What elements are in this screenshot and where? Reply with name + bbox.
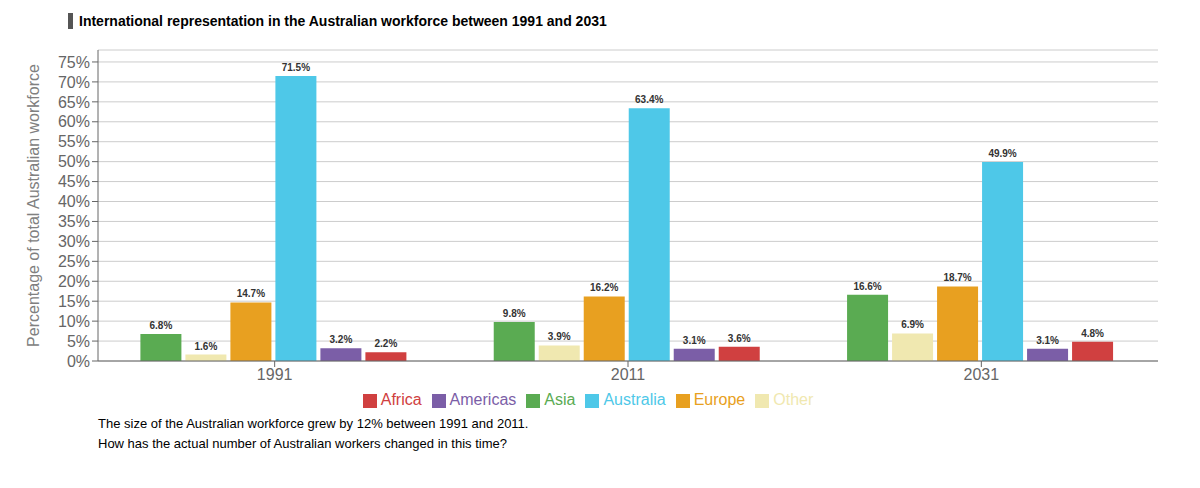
svg-text:16.6%: 16.6% <box>853 281 881 292</box>
svg-text:2031: 2031 <box>964 366 1000 383</box>
svg-text:6.8%: 6.8% <box>150 320 173 331</box>
svg-text:3.1%: 3.1% <box>1036 335 1059 346</box>
svg-text:1991: 1991 <box>257 366 293 383</box>
html-text:Other: Other <box>773 391 814 408</box>
svg-text:16.2%: 16.2% <box>590 282 618 293</box>
svg-text:9.8%: 9.8% <box>503 308 526 319</box>
svg-text:Percentage of total Australian: Percentage of total Australian workforce <box>25 64 42 347</box>
svg-text:40%: 40% <box>58 193 90 210</box>
svg-text:3.2%: 3.2% <box>330 334 353 345</box>
html-text:Australia: Australia <box>603 391 666 408</box>
svg-text:75%: 75% <box>58 54 90 71</box>
html-text:The size of the Australian wor: The size of the Australian workforce gre… <box>98 416 529 431</box>
html-text:Americas: Americas <box>449 391 517 408</box>
svg-text:3.1%: 3.1% <box>683 335 706 346</box>
svg-text:2011: 2011 <box>611 366 646 383</box>
svg-text:0%: 0% <box>67 353 90 370</box>
svg-text:20%: 20% <box>58 273 90 290</box>
html-text:International representation i: International representation in the Aust… <box>79 13 607 29</box>
html-text:How has the actual number of A: How has the actual number of Australian … <box>98 436 507 451</box>
svg-text:10%: 10% <box>58 313 90 330</box>
svg-text:55%: 55% <box>58 133 90 150</box>
svg-text:3.9%: 3.9% <box>548 331 571 342</box>
svg-text:63.4%: 63.4% <box>635 94 663 105</box>
svg-text:50%: 50% <box>58 153 90 170</box>
svg-text:35%: 35% <box>58 213 90 230</box>
svg-text:3.6%: 3.6% <box>728 333 751 344</box>
svg-text:49.9%: 49.9% <box>988 148 1016 159</box>
svg-text:6.9%: 6.9% <box>901 319 924 330</box>
svg-text:70%: 70% <box>58 74 90 91</box>
svg-text:2.2%: 2.2% <box>375 338 398 349</box>
svg-text:45%: 45% <box>58 173 90 190</box>
html-text:Europe: Europe <box>693 391 746 408</box>
svg-text:65%: 65% <box>58 94 90 111</box>
svg-text:60%: 60% <box>58 113 90 130</box>
html-text:Asia: Asia <box>544 391 576 408</box>
svg-text:71.5%: 71.5% <box>282 62 310 73</box>
svg-text:30%: 30% <box>58 233 90 250</box>
svg-text:14.7%: 14.7% <box>237 288 265 299</box>
svg-text:4.8%: 4.8% <box>1081 328 1104 339</box>
svg-text:1.6%: 1.6% <box>195 341 218 352</box>
html-text:Africa: Africa <box>380 391 422 408</box>
svg-text:5%: 5% <box>67 333 90 350</box>
svg-text:25%: 25% <box>58 253 90 270</box>
svg-text:15%: 15% <box>58 293 90 310</box>
svg-text:18.7%: 18.7% <box>943 272 971 283</box>
